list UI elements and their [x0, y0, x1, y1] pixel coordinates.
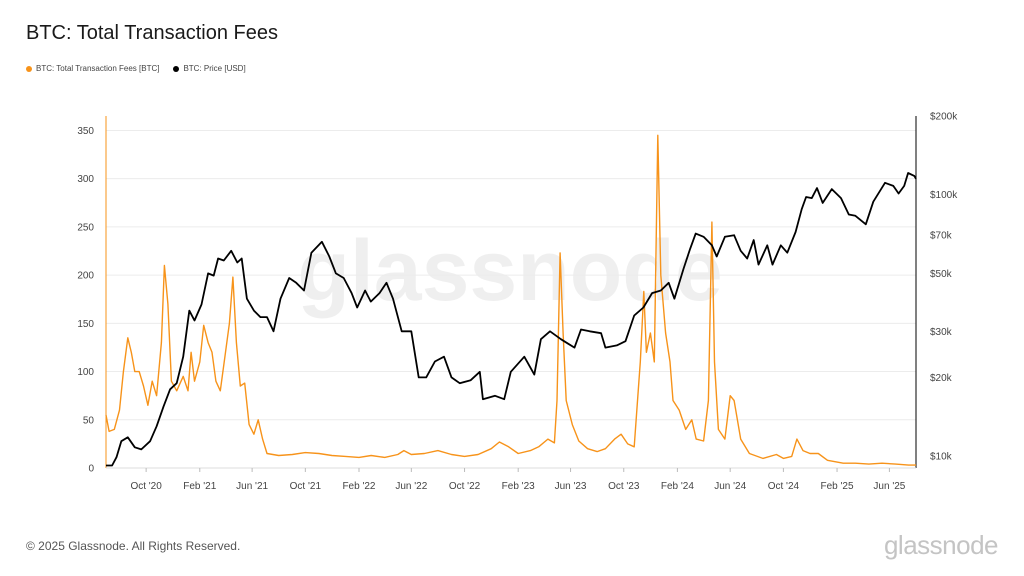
legend: BTC: Total Transaction Fees [BTC] BTC: P…: [26, 64, 246, 73]
y-left-tick-label: 150: [77, 319, 94, 330]
legend-label-price: BTC: Price [USD]: [183, 64, 246, 73]
legend-item-price[interactable]: BTC: Price [USD]: [173, 64, 246, 73]
chart-title: BTC: Total Transaction Fees: [26, 22, 278, 44]
fees-series-line: [105, 134, 916, 466]
x-tick-label: Feb '21: [183, 481, 216, 492]
y-left-tick-label: 250: [77, 222, 94, 233]
y-left-tick-label: 0: [88, 464, 94, 475]
watermark: glassnode: [297, 223, 722, 319]
legend-label-fees: BTC: Total Transaction Fees [BTC]: [36, 64, 160, 73]
x-tick-label: Jun '24: [714, 481, 746, 492]
x-tick-label: Oct '20: [130, 481, 162, 492]
y-right-tick-label: $10k: [930, 452, 953, 463]
legend-swatch-price: [173, 65, 180, 72]
y-left-tick-label: 100: [77, 367, 94, 378]
x-tick-label: Oct '22: [449, 481, 481, 492]
x-tick-label: Oct '21: [290, 481, 322, 492]
x-tick-label: Jun '23: [555, 481, 587, 492]
x-tick-label: Feb '22: [342, 481, 375, 492]
x-tick-label: Jun '25: [873, 481, 905, 492]
x-tick-label: Feb '23: [502, 481, 535, 492]
y-left-tick-label: 350: [77, 126, 94, 137]
x-tick-label: Jun '21: [236, 481, 268, 492]
legend-item-fees[interactable]: BTC: Total Transaction Fees [BTC]: [26, 64, 159, 73]
brand-logo: glassnode: [883, 530, 999, 560]
price-series-line: [106, 172, 917, 467]
x-tick-label: Oct '24: [768, 481, 800, 492]
y-right-tick-label: $200k: [930, 112, 958, 123]
y-right-tick-label: $100k: [930, 190, 958, 201]
axes: 0 50 100 150 200 250 300 350 $10k $20k $30k $50k $70…: [77, 112, 958, 493]
y-right-tick-label: $50k: [930, 269, 953, 280]
legend-swatch-fees: [26, 65, 32, 72]
x-tick-label: Feb '25: [821, 481, 854, 492]
y-right-tick-label: $20k: [930, 373, 953, 384]
y-left-tick-label: 200: [77, 271, 94, 282]
series-group: [105, 134, 917, 467]
y-right-tick-label: $70k: [930, 231, 953, 242]
y-left-tick-label: 300: [77, 174, 94, 185]
y-right-tick-label: $30k: [930, 327, 953, 338]
y-left-tick-label: 50: [83, 415, 95, 426]
copyright-notice: © 2025 Glassnode. All Rights Reserved.: [26, 539, 241, 553]
x-tick-label: Oct '23: [608, 481, 640, 492]
x-tick-label: Feb '24: [661, 481, 694, 492]
x-tick-label: Jun '22: [395, 481, 427, 492]
